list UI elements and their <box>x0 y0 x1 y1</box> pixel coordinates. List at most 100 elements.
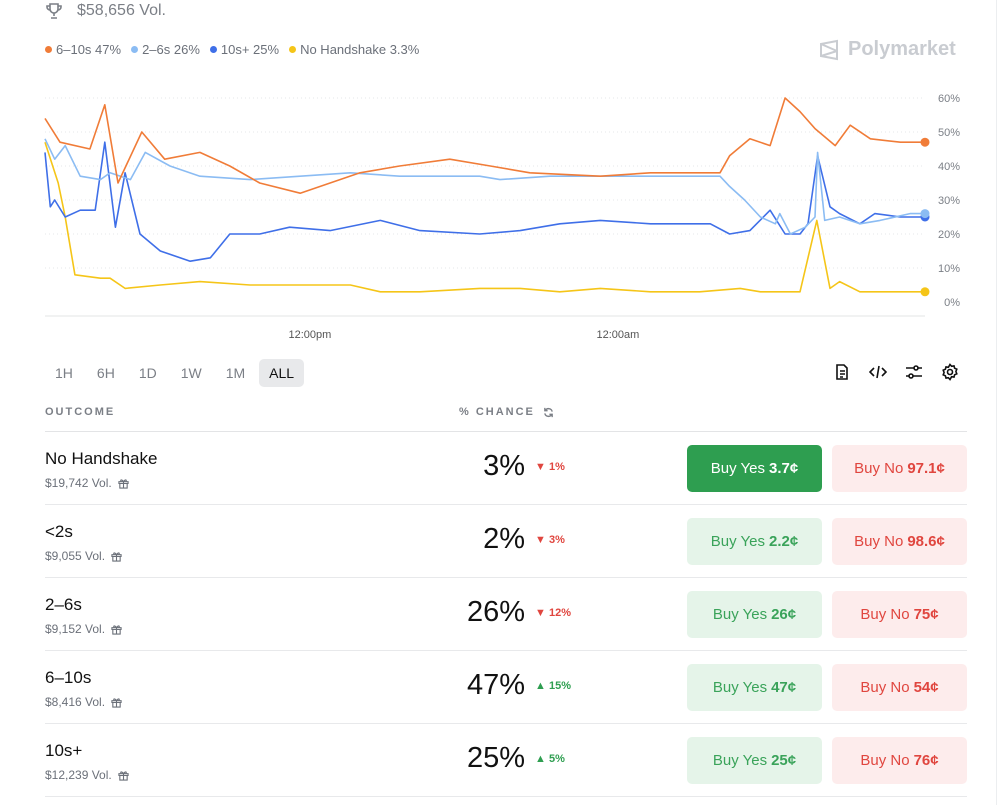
document-icon[interactable] <box>833 363 851 381</box>
polymarket-logo: Polymarket <box>818 38 956 61</box>
change-value: 12% <box>548 607 571 619</box>
chance-column-header: % CHANCE <box>459 406 535 418</box>
buy-no-button[interactable]: Buy No 97.1¢ <box>832 445 967 492</box>
change-down-icon: ▼ <box>535 461 546 473</box>
legend-label: 10s+ 25% <box>220 42 280 57</box>
outcome-volume: $9,055 Vol. <box>45 549 122 563</box>
change-down-icon: ▼ <box>535 534 546 546</box>
outcome-volume-text: $9,152 Vol. <box>45 622 106 636</box>
buy-no-button[interactable]: Buy No 54¢ <box>832 664 967 711</box>
buy-yes-button[interactable]: Buy Yes 47¢ <box>687 664 822 711</box>
buy-yes-price: 26¢ <box>771 606 797 623</box>
buy-no-label: Buy No <box>854 460 904 477</box>
y-tick-label: 50% <box>938 127 960 139</box>
chart-tools <box>833 363 959 381</box>
outcome-name: 2–6s <box>45 595 82 614</box>
gift-icon <box>118 478 129 489</box>
legend-label: 2–6s 26% <box>142 42 200 57</box>
legend-label: No Handshake 3.3% <box>300 42 420 57</box>
buy-yes-price: 47¢ <box>771 679 797 696</box>
outcome-row[interactable]: 10s+ $12,239 Vol. 25% ▲ 5% Buy Yes 25¢ Bu… <box>45 724 967 797</box>
range-1m[interactable]: 1M <box>225 365 246 381</box>
change-value: 3% <box>548 534 565 546</box>
y-tick-label: 60% <box>938 93 960 105</box>
outcome-volume-text: $19,742 Vol. <box>45 476 112 490</box>
panel-edge <box>996 0 1003 805</box>
range-all[interactable]: ALL <box>259 359 305 387</box>
chance-change: ▼ 3% <box>535 534 565 546</box>
legend-item: No Handshake 3.3% <box>289 42 419 57</box>
range-1w[interactable]: 1W <box>180 365 202 381</box>
price-chart: 0% 10% 20% 30% 40% 50% 60% 12:00pm 12:00am <box>44 93 960 341</box>
buy-yes-price: 2.2¢ <box>769 533 799 550</box>
settings-gear-icon[interactable] <box>941 363 959 381</box>
buy-no-button[interactable]: Buy No 75¢ <box>832 591 967 638</box>
outcome-chance: 2% <box>483 523 525 555</box>
time-range-selector: 1H 6H 1D 1W 1M ALL <box>45 359 305 387</box>
logo-text: Polymarket <box>848 38 956 60</box>
buy-no-button[interactable]: Buy No 98.6¢ <box>832 518 967 565</box>
outcome-volume: $8,416 Vol. <box>45 695 122 709</box>
outcome-volume-text: $8,416 Vol. <box>45 695 106 709</box>
buy-no-price: 98.6¢ <box>907 533 945 550</box>
series-line-10s- <box>44 141 925 262</box>
legend-item: 2–6s 26% <box>131 42 200 57</box>
buy-yes-button[interactable]: Buy Yes 26¢ <box>687 591 822 638</box>
buy-no-price: 76¢ <box>913 752 939 769</box>
outcome-row[interactable]: 2–6s $9,152 Vol. 26% ▼ 12% Buy Yes 26¢ Bu… <box>45 578 967 651</box>
change-value: 15% <box>548 680 571 692</box>
buy-no-price: 54¢ <box>913 679 939 696</box>
gift-icon <box>118 770 129 781</box>
y-tick-label: 30% <box>938 195 960 207</box>
chance-change: ▲ 5% <box>535 753 565 765</box>
outcome-volume: $19,742 Vol. <box>45 476 129 490</box>
chance-change: ▼ 12% <box>535 607 571 619</box>
chance-change: ▼ 1% <box>535 461 565 473</box>
series-line-no-handshake <box>44 141 925 293</box>
buy-yes-label: Buy Yes <box>710 460 765 477</box>
series-end-dot <box>920 287 930 297</box>
trophy-icon <box>46 3 62 19</box>
outcome-row[interactable]: <2s $9,055 Vol. 2% ▼ 3% Buy Yes 2.2¢ Buy … <box>45 505 967 578</box>
buy-yes-price: 25¢ <box>771 752 797 769</box>
series-end-dot <box>920 209 930 219</box>
refresh-icon[interactable] <box>543 407 554 418</box>
y-tick-label: 40% <box>938 161 960 173</box>
outcome-row[interactable]: No Handshake $19,742 Vol. 3% ▼ 1% Buy Ye… <box>45 432 967 505</box>
buy-yes-label: Buy Yes <box>712 679 768 696</box>
outcome-chance: 47% <box>466 669 525 701</box>
buy-yes-button[interactable]: Buy Yes 3.7¢ <box>687 445 822 492</box>
volume-text: $58,656 Vol. <box>77 2 166 19</box>
outcome-volume-text: $9,055 Vol. <box>45 549 106 563</box>
buy-yes-button[interactable]: Buy Yes 25¢ <box>687 737 822 784</box>
total-volume: $58,656 Vol. <box>45 2 166 20</box>
range-1h[interactable]: 1H <box>55 365 73 381</box>
buy-no-label: Buy No <box>860 752 910 769</box>
outcome-name: No Handshake <box>45 449 158 468</box>
x-tick-label: 12:00pm <box>288 329 331 341</box>
polymarket-logo-icon <box>820 39 838 60</box>
sliders-icon[interactable] <box>905 363 923 381</box>
buy-yes-label: Buy Yes <box>710 533 765 550</box>
buy-yes-price: 3.7¢ <box>769 460 799 477</box>
change-value: 1% <box>548 461 565 473</box>
outcome-row[interactable]: 6–10s $8,416 Vol. 47% ▲ 15% Buy Yes 47¢ B… <box>45 651 967 724</box>
range-1d[interactable]: 1D <box>138 365 157 381</box>
range-6h[interactable]: 6H <box>96 365 115 381</box>
outcome-chance: 25% <box>466 742 525 774</box>
change-up-icon: ▲ <box>535 753 546 765</box>
buy-no-price: 97.1¢ <box>907 460 945 477</box>
series-end-dot <box>920 137 930 147</box>
change-value: 5% <box>548 753 565 765</box>
outcome-name: 6–10s <box>45 668 92 687</box>
buy-no-button[interactable]: Buy No 76¢ <box>832 737 967 784</box>
legend-item: 10s+ 25% <box>209 42 280 57</box>
buy-yes-label: Buy Yes <box>712 752 768 769</box>
buy-no-label: Buy No <box>854 533 904 550</box>
outcome-column-header: OUTCOME <box>45 406 116 418</box>
outcome-volume-text: $12,239 Vol. <box>45 768 112 782</box>
embed-code-icon[interactable] <box>869 363 887 381</box>
outcome-volume: $9,152 Vol. <box>45 622 122 636</box>
legend-label: 6–10s 47% <box>56 42 122 57</box>
buy-yes-button[interactable]: Buy Yes 2.2¢ <box>687 518 822 565</box>
